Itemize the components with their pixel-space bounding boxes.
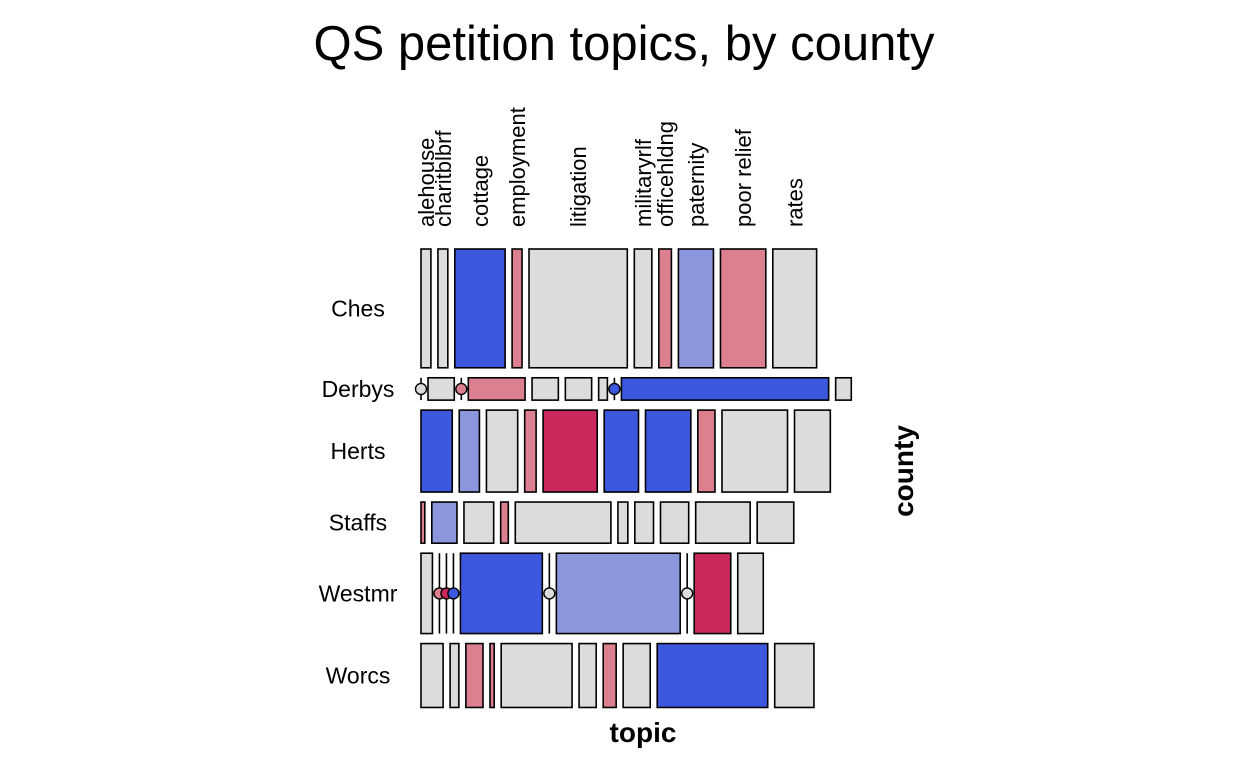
tile-herts-charitblbrf (458, 409, 481, 493)
county-labels: Ches Derbys Herts Staffs Westmr Worcs (319, 295, 398, 688)
mosaic-tiles (414, 248, 853, 709)
tile-worcs-officehldng (602, 642, 617, 709)
tile-ches-employment (511, 248, 523, 369)
tile-staffs-militaryrlf (617, 501, 629, 545)
tile-derbys-employment (467, 376, 526, 401)
tile-westmr-rates (736, 552, 765, 635)
tile-herts-militaryrlf (603, 409, 640, 493)
tile-herts-litigation (542, 409, 599, 493)
tile-herts-rates (793, 409, 832, 493)
tile-staffs-rates (756, 501, 795, 545)
topic-label-litigation: litigation (566, 146, 591, 227)
topic-label-militaryrlf: militaryrlf (631, 138, 656, 227)
x-axis-label: topic (610, 717, 677, 748)
tile-herts-employment (523, 409, 537, 493)
tile-westmr-alehouse (420, 552, 434, 635)
tile-ches-officehldng (658, 248, 673, 369)
tile-derbys-officehldng (597, 376, 609, 401)
tile-westmr-militaryrlf-zero-marker (543, 587, 556, 600)
tile-westmr-employment-zero-marker (447, 587, 460, 600)
tile-staffs-employment (499, 501, 510, 545)
tile-ches-litigation (528, 248, 629, 369)
tile-herts-alehouse (420, 409, 454, 493)
tile-staffs-officehldng (634, 501, 655, 545)
tile-worcs-rates (773, 642, 815, 709)
tile-ches-alehouse (420, 248, 432, 369)
tile-derbys-cottage-zero-marker (455, 382, 468, 396)
tile-ches-cottage (454, 248, 506, 369)
tile-westmr-poor-relief (693, 552, 732, 635)
tile-westmr-paternity-zero-marker (680, 587, 694, 600)
chart-title: QS petition topics, by county (314, 17, 935, 71)
tile-staffs-litigation (514, 501, 612, 545)
county-label-ches: Ches (331, 295, 385, 321)
tile-worcs-employment (489, 642, 496, 709)
tile-worcs-paternity (622, 642, 652, 709)
tile-worcs-poor-relief (656, 642, 769, 709)
county-label-derbys: Derbys (322, 376, 395, 402)
tile-worcs-alehouse (420, 642, 444, 709)
tile-ches-militaryrlf (633, 248, 653, 369)
tile-staffs-charitblbrf (431, 501, 458, 545)
tile-herts-paternity (697, 409, 716, 493)
tile-derbys-litigation (531, 376, 560, 401)
county-label-herts: Herts (331, 438, 386, 464)
tile-herts-cottage (485, 409, 519, 493)
tile-derbys-alehouse-zero-marker (414, 382, 428, 396)
topic-label-officehldng: officehldng (653, 121, 678, 227)
topic-label-paternity: paternity (684, 143, 709, 227)
tile-staffs-cottage (463, 501, 495, 545)
tile-worcs-charitblbrf (449, 642, 460, 709)
tile-worcs-cottage (465, 642, 484, 709)
tile-derbys-paternity-zero-marker (608, 382, 621, 396)
tile-derbys-poor-relief (620, 376, 830, 401)
county-label-staffs: Staffs (329, 510, 387, 536)
tile-westmr-officehldng (555, 552, 681, 635)
tile-herts-officehldng (644, 409, 692, 493)
y-axis-label: county (888, 425, 919, 517)
county-label-westmr: Westmr (319, 580, 398, 606)
tile-ches-rates (771, 248, 818, 369)
topic-label-poor-relief: poor relief (731, 128, 756, 227)
topic-label-employment: employment (505, 107, 530, 227)
county-label-worcs: Worcs (326, 663, 391, 689)
tile-westmr-litigation (459, 552, 544, 635)
tile-worcs-militaryrlf (578, 642, 597, 709)
tile-herts-poor-relief (721, 409, 789, 493)
tile-ches-poor-relief (719, 248, 767, 369)
tile-derbys-charitblbrf (427, 376, 456, 401)
topic-label-rates: rates (783, 178, 808, 227)
tile-staffs-alehouse (420, 501, 426, 545)
tile-ches-paternity (677, 248, 715, 369)
tile-ches-charitblbrf (437, 248, 449, 369)
topic-label-cottage: cottage (468, 155, 493, 227)
tile-derbys-rates (834, 376, 853, 401)
tile-staffs-poor-relief (694, 501, 751, 545)
tile-worcs-litigation (500, 642, 573, 709)
tile-staffs-paternity (659, 501, 690, 545)
topic-label-charitblbrf: charitblbrf (431, 130, 456, 227)
tile-derbys-militaryrlf (564, 376, 593, 401)
topic-label-alehouse: alehouse (414, 138, 439, 227)
